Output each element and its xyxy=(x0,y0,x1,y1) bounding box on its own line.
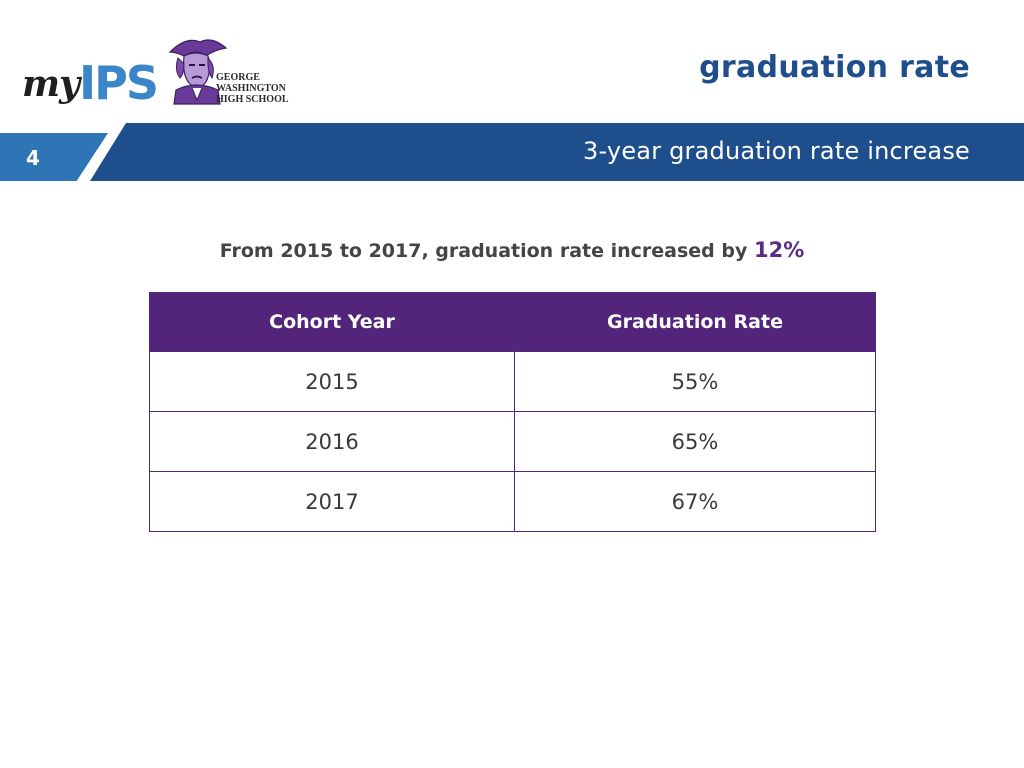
school-name: GEORGE WASHINGTON HIGH SCHOOL xyxy=(216,72,289,105)
page-title: graduation rate xyxy=(699,50,970,85)
summary-lead: From 2015 to 2017, graduation rate incre… xyxy=(219,240,748,262)
cell-graduation-rate: 65% xyxy=(514,411,876,472)
summary-text: From 2015 to 2017, graduation rate incre… xyxy=(0,238,1024,262)
banner xyxy=(0,123,1024,181)
table-row: 2015 55% xyxy=(149,351,876,412)
myips-logo: my IPS xyxy=(22,42,159,112)
header-graduation-rate: Graduation Rate xyxy=(514,292,876,352)
cell-graduation-rate: 55% xyxy=(514,351,876,412)
school-name-line-2: WASHINGTON xyxy=(216,83,286,94)
table-header-row: Cohort Year Graduation Rate xyxy=(149,292,876,352)
school-logo: GEORGE WASHINGTON HIGH SCHOOL xyxy=(166,34,296,106)
banner-shape xyxy=(0,123,1024,181)
summary-highlight: 12% xyxy=(754,238,805,262)
logo-ips-text: IPS xyxy=(79,56,159,110)
table-row: 2017 67% xyxy=(149,471,876,532)
slide-number: 4 xyxy=(26,146,40,170)
header-cohort-year: Cohort Year xyxy=(149,292,515,352)
patriot-mascot-icon xyxy=(168,39,228,105)
graduation-rate-table: Cohort Year Graduation Rate 2015 55% 201… xyxy=(149,292,876,532)
banner-subtitle: 3-year graduation rate increase xyxy=(583,137,970,165)
logo-my-text: my xyxy=(22,63,80,105)
table-row: 2016 65% xyxy=(149,411,876,472)
cell-graduation-rate: 67% xyxy=(514,471,876,532)
school-name-line-3: HIGH SCHOOL xyxy=(216,94,289,105)
cell-cohort-year: 2016 xyxy=(149,411,515,472)
cell-cohort-year: 2015 xyxy=(149,351,515,412)
school-name-line-1: GEORGE xyxy=(216,72,260,83)
cell-cohort-year: 2017 xyxy=(149,471,515,532)
